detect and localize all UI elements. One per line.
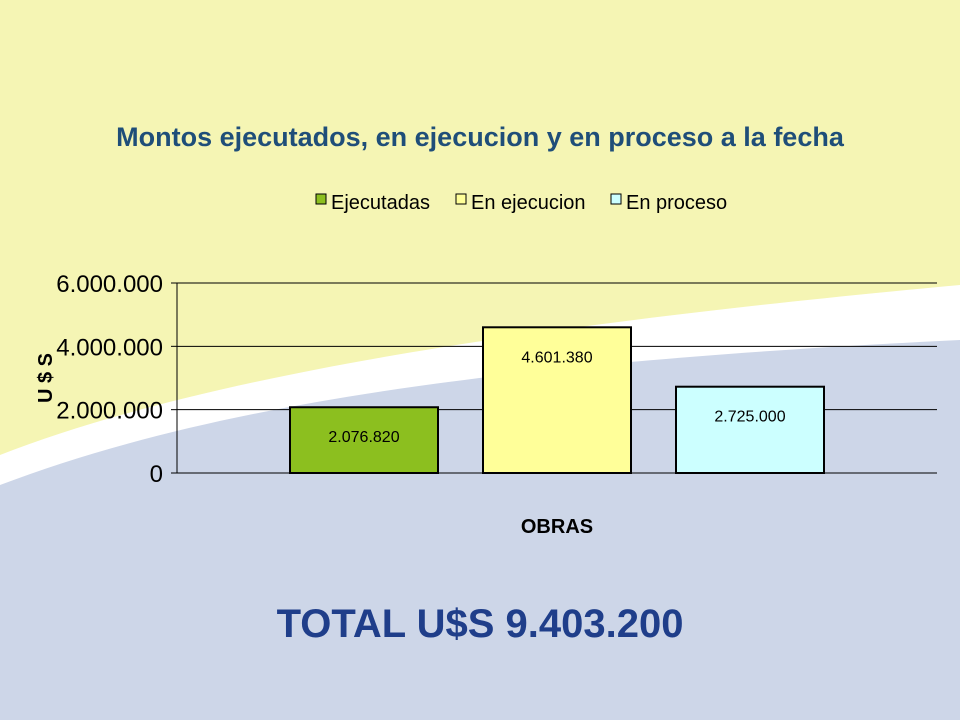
data-label: 2.076.820 bbox=[328, 429, 399, 446]
y-axis-ticks: 0 2.000.000 4.000.000 6.000.000 bbox=[56, 271, 178, 488]
bars: 2.076.820 4.601.380 2.725.000 bbox=[289, 326, 825, 475]
y-tick-label: 2.000.000 bbox=[56, 398, 163, 425]
legend: Ejecutadas En ejecucion En proceso bbox=[315, 192, 727, 214]
bar-en-ejecucion bbox=[482, 326, 632, 475]
data-label: 2.725.000 bbox=[714, 409, 785, 426]
chart-title: Montos ejecutados, en ejecucion y en pro… bbox=[116, 122, 845, 152]
legend-swatch bbox=[315, 193, 327, 205]
x-axis-label: OBRAS bbox=[521, 516, 593, 538]
y-tick-label: 4.000.000 bbox=[56, 334, 163, 361]
y-tick-label: 6.000.000 bbox=[56, 271, 163, 298]
y-tick-label: 0 bbox=[150, 461, 163, 488]
legend-swatch bbox=[610, 193, 622, 205]
legend-label: En ejecucion bbox=[471, 192, 586, 214]
total-amount: TOTAL U$S 9.403.200 bbox=[276, 602, 684, 646]
y-axis-label: U $ S bbox=[35, 353, 57, 403]
data-label: 4.601.380 bbox=[521, 349, 592, 366]
bar-en-proceso bbox=[675, 385, 825, 475]
legend-label: En proceso bbox=[626, 192, 727, 214]
bar-ejecutadas bbox=[289, 406, 439, 475]
legend-swatch bbox=[455, 193, 467, 205]
legend-label: Ejecutadas bbox=[331, 192, 430, 214]
